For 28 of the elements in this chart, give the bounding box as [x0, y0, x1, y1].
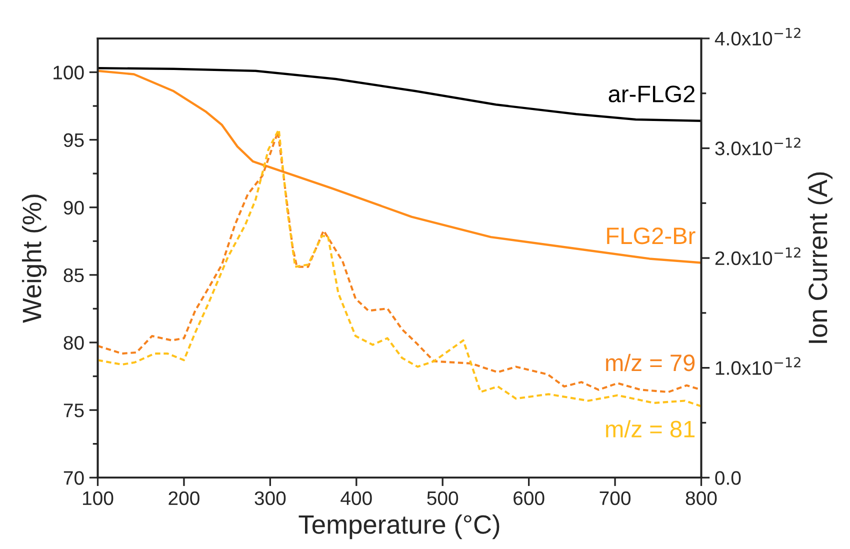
- y2-tick-label: 1.0x10$^{−12}$: [716, 357, 800, 375]
- y2-axis-title: Ion Current (A): [808, 172, 832, 343]
- x-tick-label: 500: [427, 491, 458, 506]
- y2-tick-label: 0.0: [715, 471, 741, 485]
- x-tick-label: 600: [514, 491, 544, 506]
- y-tick-label: 85: [64, 268, 84, 282]
- y-axis-title: Weight (%): [22, 194, 47, 323]
- y-tick-label: 90: [64, 200, 84, 215]
- y-tick-label: 95: [64, 133, 84, 148]
- x-axis-title: Temperature (°C): [298, 514, 500, 540]
- series-label: ar-FLG2: [608, 86, 695, 102]
- y2-tick-label: 2.0x10$^{−12}$: [715, 247, 800, 266]
- y-tick-label: 75: [64, 404, 84, 418]
- line-series: [98, 67, 702, 122]
- x-tick-label: 300: [254, 491, 286, 506]
- y-tick-label: 70: [64, 471, 84, 485]
- x-tick-label: 400: [340, 491, 372, 506]
- series-label: FLG2-Br: [607, 227, 696, 244]
- x-tick-label: 700: [600, 491, 630, 506]
- y2-tick-label: 4.0x10$^{−12}$: [714, 28, 800, 46]
- x-tick-label: 200: [168, 491, 200, 506]
- x-tick-label: 100: [83, 491, 114, 506]
- y-tick-label: 100: [54, 66, 84, 80]
- series-label: m/z = 81: [606, 420, 695, 438]
- series-label: m/z = 79: [606, 354, 695, 372]
- y-tick-label: 80: [64, 336, 84, 350]
- y2-tick-label: 3.0x10$^{−12}$: [715, 138, 800, 156]
- x-tick-label: 800: [686, 491, 717, 506]
